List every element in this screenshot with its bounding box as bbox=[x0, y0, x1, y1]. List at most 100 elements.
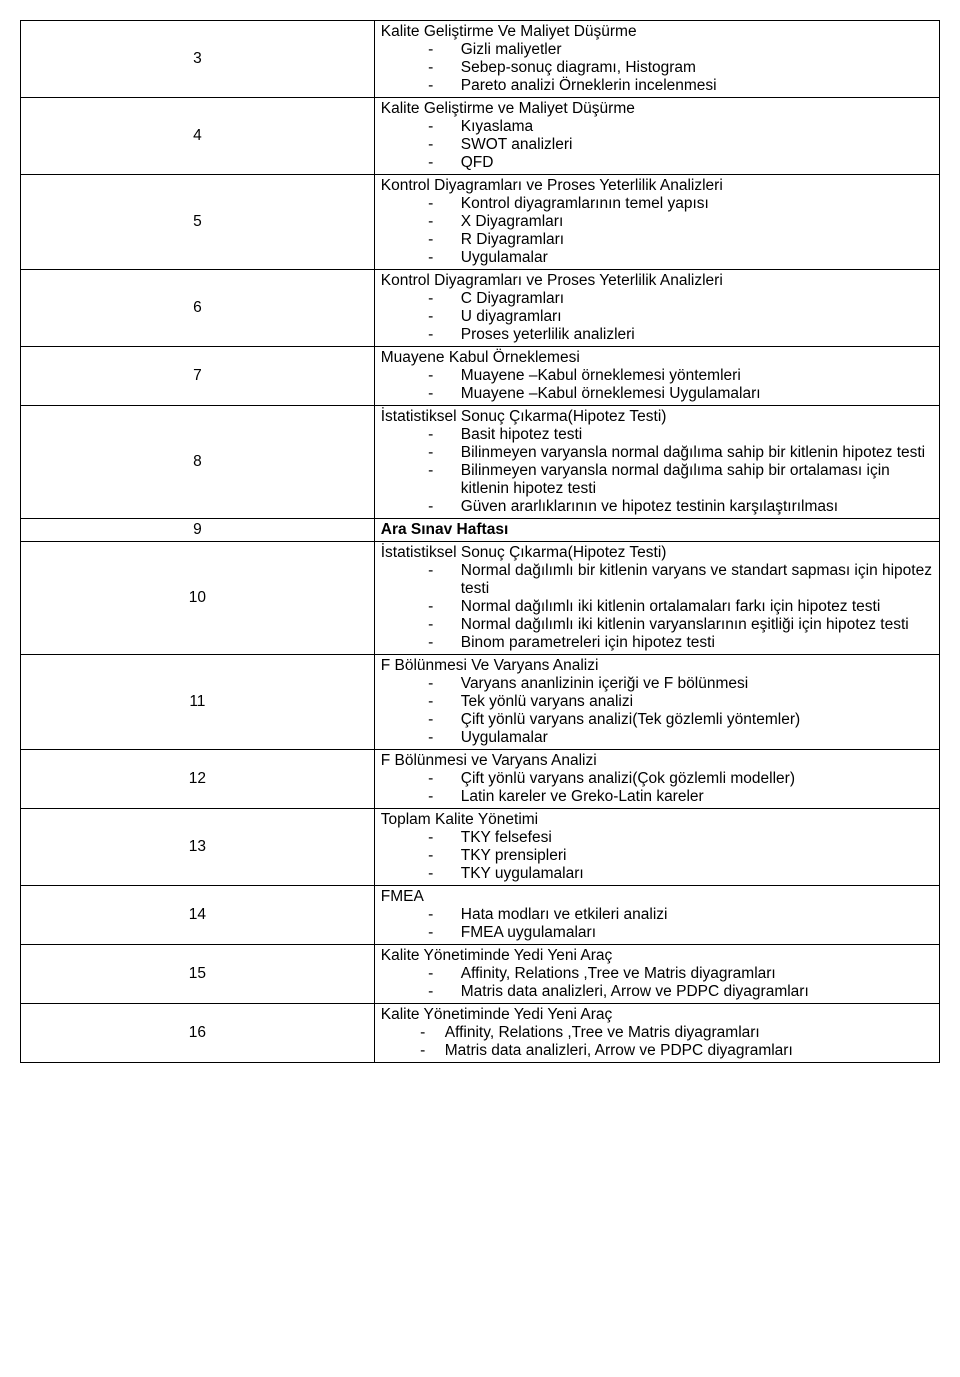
topic-title: İstatistiksel Sonuç Çıkarma(Hipotez Test… bbox=[381, 408, 935, 426]
week-number-cell: 11 bbox=[21, 655, 375, 750]
list-item: -Matris data analizleri, Arrow ve PDPC d… bbox=[379, 1042, 935, 1060]
topic-list: -Muayene –Kabul örneklemesi yöntemleri-M… bbox=[379, 367, 935, 403]
item-text: Affinity, Relations ,Tree ve Matris diya… bbox=[461, 965, 935, 983]
item-text: Uygulamalar bbox=[461, 249, 935, 267]
topic-list: -Gizli maliyetler-Sebep-sonuç diagramı, … bbox=[379, 41, 935, 95]
topic-title: Kalite Yönetiminde Yedi Yeni Araç bbox=[381, 947, 935, 965]
item-text: TKY prensipleri bbox=[461, 847, 935, 865]
content-cell: Kontrol Diyagramları ve Proses Yeterlili… bbox=[374, 175, 939, 270]
table-body: 3Kalite Geliştirme Ve Maliyet Düşürme-Gi… bbox=[21, 21, 940, 1063]
week-number-cell: 5 bbox=[21, 175, 375, 270]
table-row: 12F Bölünmesi ve Varyans Analizi-Çift yö… bbox=[21, 750, 940, 809]
list-item: - Çift yönlü varyans analizi(Tek gözlemli… bbox=[379, 711, 935, 729]
topic-list: -Kontrol diyagramlarının temel yapısı - X … bbox=[379, 195, 935, 267]
syllabus-table: 3Kalite Geliştirme Ve Maliyet Düşürme-Gi… bbox=[20, 20, 940, 1063]
dash-icon: - bbox=[423, 711, 439, 729]
content-cell: Kalite Geliştirme ve Maliyet Düşürme-Kıy… bbox=[374, 98, 939, 175]
dash-icon: - bbox=[423, 231, 439, 249]
item-text: Hata modları ve etkileri analizi bbox=[461, 906, 935, 924]
topic-list: - Basit hipotez testi - Bilinmeyen varyansl… bbox=[379, 426, 935, 516]
table-row: 11F Bölünmesi Ve Varyans Analizi-Varyans… bbox=[21, 655, 940, 750]
content-cell: F Bölünmesi Ve Varyans Analizi-Varyans a… bbox=[374, 655, 939, 750]
item-text: Matris data analizleri, Arrow ve PDPC di… bbox=[445, 1042, 935, 1060]
table-row: 10İstatistiksel Sonuç Çıkarma(Hipotez Te… bbox=[21, 542, 940, 655]
dash-icon: - bbox=[423, 562, 439, 580]
content-cell: FMEA-Hata modları ve etkileri analizi-FM… bbox=[374, 886, 939, 945]
item-text: Latin kareler ve Greko-Latin kareler bbox=[461, 788, 935, 806]
topic-list: -Hata modları ve etkileri analizi-FMEA u… bbox=[379, 906, 935, 942]
item-text: Proses yeterlilik analizleri bbox=[461, 326, 935, 344]
week-number-cell: 10 bbox=[21, 542, 375, 655]
topic-list: -Affinity, Relations ,Tree ve Matris diy… bbox=[379, 1024, 935, 1060]
table-row: 9Ara Sınav Haftası bbox=[21, 519, 940, 542]
table-row: 6Kontrol Diyagramları ve Proses Yeterlil… bbox=[21, 270, 940, 347]
topic-title: Kalite Yönetiminde Yedi Yeni Araç bbox=[381, 1006, 935, 1024]
dash-icon: - bbox=[415, 1024, 431, 1042]
table-row: 8 İstatistiksel Sonuç Çıkarma(Hipotez Tes… bbox=[21, 406, 940, 519]
item-text: Bilinmeyen varyansla normal dağılıma sah… bbox=[461, 462, 935, 498]
week-number-cell: 13 bbox=[21, 809, 375, 886]
item-text: TKY felsefesi bbox=[461, 829, 935, 847]
topic-title: Muayene Kabul Örneklemesi bbox=[381, 349, 935, 367]
dash-icon: - bbox=[423, 118, 439, 136]
list-item: -Güven ararlıklarının ve hipotez testini… bbox=[379, 498, 935, 516]
topic-title: Kontrol Diyagramları ve Proses Yeterlili… bbox=[381, 272, 935, 290]
item-text: X Diyagramları bbox=[461, 213, 935, 231]
content-cell: Muayene Kabul Örneklemesi-Muayene –Kabul… bbox=[374, 347, 939, 406]
topic-title: FMEA bbox=[381, 888, 935, 906]
list-item: -Kıyaslama bbox=[379, 118, 935, 136]
list-item: -Muayene –Kabul örneklemesi Uygulamaları bbox=[379, 385, 935, 403]
dash-icon: - bbox=[423, 675, 439, 693]
topic-list: -Varyans ananlizinin içeriği ve F bölünm… bbox=[379, 675, 935, 747]
item-text: Normal dağılımlı bir kitlenin varyans ve… bbox=[461, 562, 935, 598]
dash-icon: - bbox=[423, 444, 439, 462]
week-number-cell: 8 bbox=[21, 406, 375, 519]
table-row: 14FMEA-Hata modları ve etkileri analizi-… bbox=[21, 886, 940, 945]
dash-icon: - bbox=[423, 59, 439, 77]
list-item: -Normal dağılımlı iki kitlenin ortalamal… bbox=[379, 598, 935, 616]
list-item: -TKY uygulamaları bbox=[379, 865, 935, 883]
list-item: -SWOT analizleri bbox=[379, 136, 935, 154]
week-number-cell: 3 bbox=[21, 21, 375, 98]
dash-icon: - bbox=[423, 616, 439, 634]
list-item: -Kontrol diyagramlarının temel yapısı bbox=[379, 195, 935, 213]
dash-icon: - bbox=[423, 865, 439, 883]
list-item: - Affinity, Relations ,Tree ve Matris diy… bbox=[379, 965, 935, 983]
dash-icon: - bbox=[423, 788, 439, 806]
table-row: 13Toplam Kalite Yönetimi-TKY felsefesi-T… bbox=[21, 809, 940, 886]
item-text: Güven ararlıklarının ve hipotez testinin… bbox=[461, 498, 935, 516]
topic-title: Kontrol Diyagramları ve Proses Yeterlili… bbox=[381, 177, 935, 195]
dash-icon: - bbox=[423, 367, 439, 385]
content-cell: Kalite Geliştirme Ve Maliyet Düşürme-Giz… bbox=[374, 21, 939, 98]
topic-list: -Çift yönlü varyans analizi(Çok gözlemli… bbox=[379, 770, 935, 806]
list-item: - TKY felsefesi bbox=[379, 829, 935, 847]
list-item: -Proses yeterlilik analizleri bbox=[379, 326, 935, 344]
week-number-cell: 4 bbox=[21, 98, 375, 175]
dash-icon: - bbox=[423, 693, 439, 711]
list-item: - Normal dağılımlı bir kitlenin varyans v… bbox=[379, 562, 935, 598]
dash-icon: - bbox=[423, 829, 439, 847]
topic-list: - Normal dağılımlı bir kitlenin varyans v… bbox=[379, 562, 935, 652]
list-item: -Varyans ananlizinin içeriği ve F bölünm… bbox=[379, 675, 935, 693]
topic-title: F Bölünmesi Ve Varyans Analizi bbox=[381, 657, 935, 675]
item-text: Kontrol diyagramlarının temel yapısı bbox=[461, 195, 935, 213]
dash-icon: - bbox=[423, 426, 439, 444]
dash-icon: - bbox=[423, 290, 439, 308]
week-number-cell: 7 bbox=[21, 347, 375, 406]
item-text: Basit hipotez testi bbox=[461, 426, 935, 444]
list-item: -Pareto analizi Örneklerin incelenmesi bbox=[379, 77, 935, 95]
list-item: -Çift yönlü varyans analizi(Çok gözlemli… bbox=[379, 770, 935, 788]
dash-icon: - bbox=[423, 598, 439, 616]
content-cell: Kalite Yönetiminde Yedi Yeni Araç- Affini… bbox=[374, 945, 939, 1004]
list-item: -Affinity, Relations ,Tree ve Matris diy… bbox=[379, 1024, 935, 1042]
dash-icon: - bbox=[423, 906, 439, 924]
dash-icon: - bbox=[423, 965, 439, 983]
item-text: Muayene –Kabul örneklemesi Uygulamaları bbox=[461, 385, 935, 403]
item-text: Binom parametreleri için hipotez testi bbox=[461, 634, 935, 652]
topic-title: Kalite Geliştirme Ve Maliyet Düşürme bbox=[381, 23, 935, 41]
item-text: R Diyagramları bbox=[461, 231, 935, 249]
list-item: -Sebep-sonuç diagramı, Histogram bbox=[379, 59, 935, 77]
list-item: -Uygulamalar bbox=[379, 249, 935, 267]
item-text: Çift yönlü varyans analizi(Tek gözlemli … bbox=[461, 711, 935, 729]
list-item: -Binom parametreleri için hipotez testi bbox=[379, 634, 935, 652]
